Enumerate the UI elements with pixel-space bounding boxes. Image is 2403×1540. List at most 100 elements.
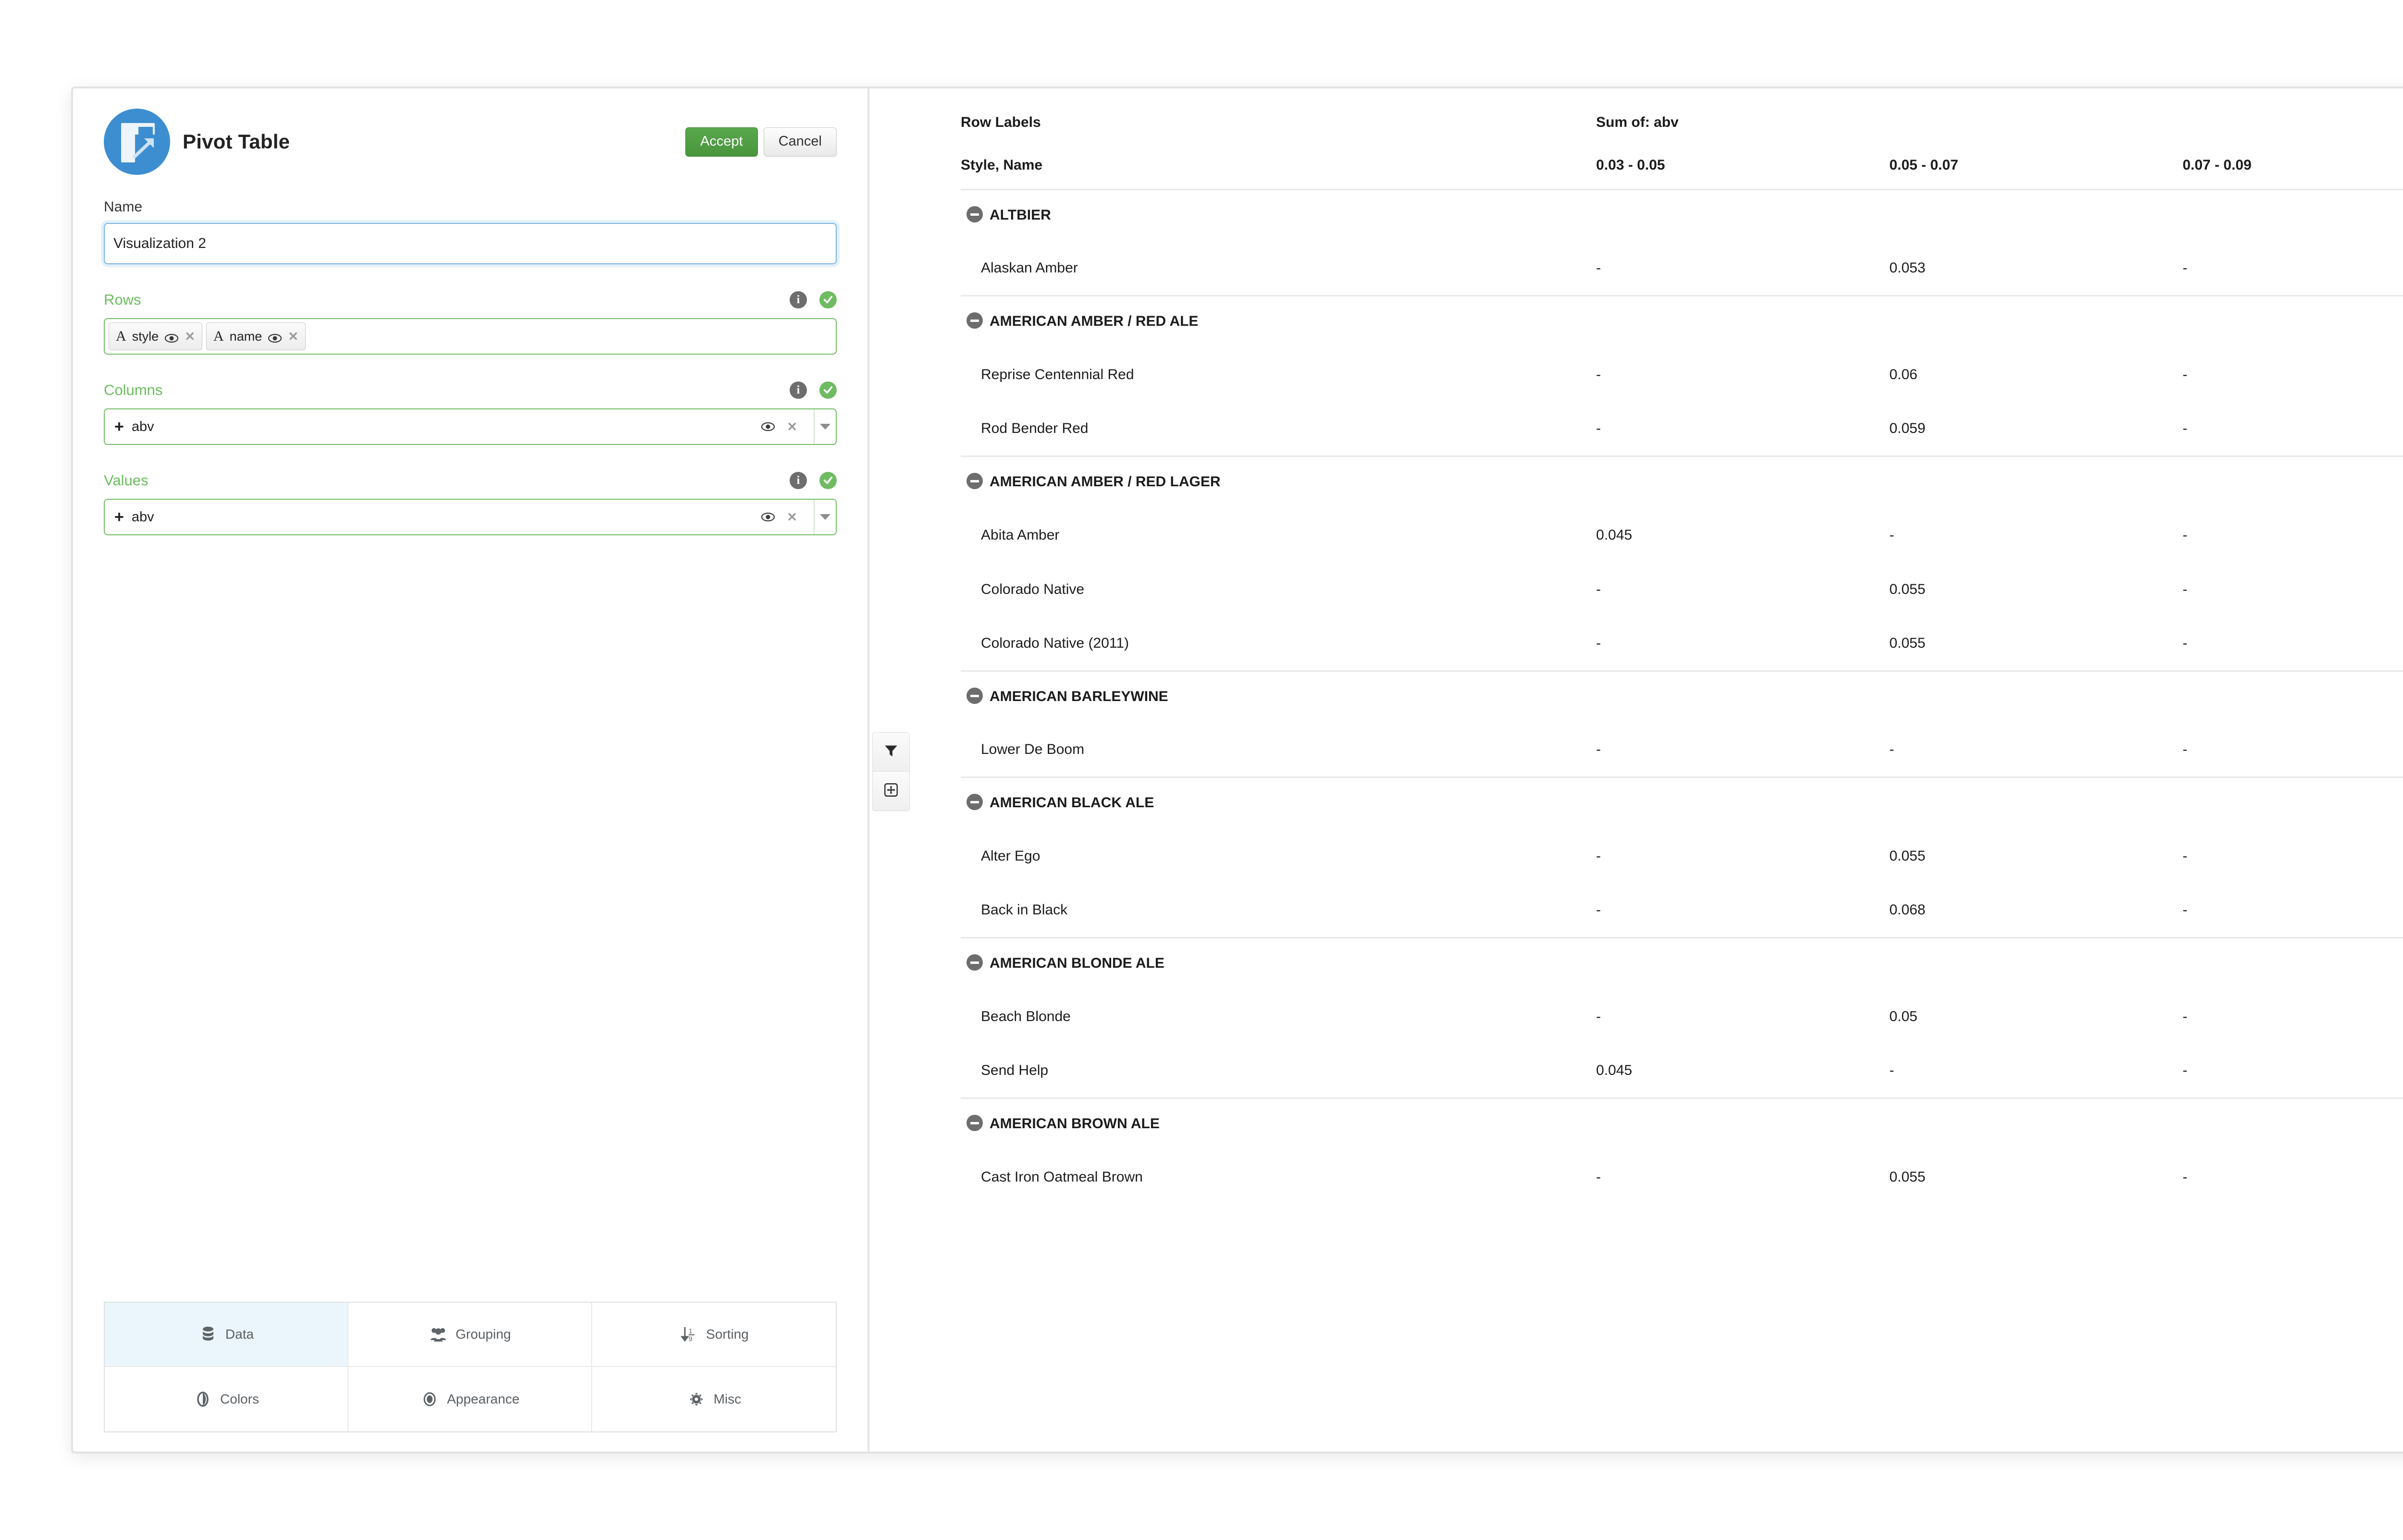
data-cell: - bbox=[2182, 741, 2188, 757]
table-row-group[interactable]: AMERICAN BLACK ALE0.123 bbox=[961, 776, 2403, 829]
collapse-icon[interactable] bbox=[966, 1115, 983, 1132]
table-body: ALTBIER0.053Alaskan Amber-0.053---0.053A… bbox=[961, 188, 2403, 1204]
table-row-group[interactable]: AMERICAN AMBER / RED LAGER0.155 bbox=[961, 455, 2403, 508]
columns-dropdown-toggle[interactable] bbox=[814, 409, 836, 444]
rows-dropzone[interactable]: A style ✕ A name ✕ bbox=[104, 318, 837, 355]
group-cell bbox=[1596, 936, 1890, 989]
rows-chip-name[interactable]: A name ✕ bbox=[206, 322, 306, 350]
eye-icon[interactable] bbox=[761, 512, 775, 522]
tab-colors[interactable]: Colors bbox=[105, 1367, 348, 1431]
table-row[interactable]: Reprise Centennial Red-0.06---0.06 bbox=[961, 347, 2403, 402]
accept-button[interactable]: Accept bbox=[685, 127, 758, 157]
collapse-icon[interactable] bbox=[966, 794, 983, 811]
table-row[interactable]: Beach Blonde-0.05---0.05 bbox=[961, 989, 2403, 1044]
pivot-table-logo-icon bbox=[104, 109, 170, 175]
data-cell: 0.059 bbox=[1889, 420, 1926, 436]
group-cell bbox=[1889, 295, 2183, 347]
data-cell: - bbox=[1889, 527, 1895, 543]
tab-misc[interactable]: Misc bbox=[592, 1367, 836, 1431]
columns-field-row[interactable]: + abv ✕ bbox=[104, 408, 837, 445]
page-title: Pivot Table bbox=[183, 130, 290, 153]
collapse-icon[interactable] bbox=[966, 312, 983, 329]
info-icon[interactable]: i bbox=[790, 472, 807, 489]
data-cell: 0.055 bbox=[1889, 635, 1926, 651]
group-cell bbox=[1889, 1097, 2183, 1150]
group-label[interactable]: ALTBIER bbox=[961, 188, 1597, 241]
table-head: Row Labels Sum of: abv Grand Total Style… bbox=[961, 88, 2403, 189]
move-tool[interactable] bbox=[872, 772, 910, 811]
collapse-icon[interactable] bbox=[966, 688, 983, 704]
tab-label: Grouping bbox=[455, 1327, 511, 1342]
group-cell bbox=[2182, 455, 2403, 508]
group-name: AMERICAN BLACK ALE bbox=[990, 795, 1154, 811]
settings-panel: Pivot Table Accept Cancel Name Rows i bbox=[73, 88, 869, 1452]
table-row-group[interactable]: AMERICAN BLONDE ALE0.095 bbox=[961, 936, 2403, 989]
eye-icon[interactable] bbox=[164, 332, 179, 343]
pivot-table-region: Row Labels Sum of: abv Grand Total Style… bbox=[869, 88, 2403, 1452]
tab-data[interactable]: Data bbox=[105, 1303, 348, 1367]
info-icon[interactable]: i bbox=[790, 382, 807, 399]
table-row-group[interactable]: AMERICAN BROWN ALE0.105 bbox=[961, 1097, 2403, 1150]
close-icon[interactable]: ✕ bbox=[787, 509, 797, 524]
group-label[interactable]: AMERICAN AMBER / RED LAGER bbox=[961, 455, 1597, 508]
close-icon[interactable]: ✕ bbox=[787, 419, 797, 434]
tab-grouping[interactable]: Grouping bbox=[348, 1303, 592, 1367]
data-cell: 0.045 bbox=[1596, 527, 1633, 543]
chevron-down-icon bbox=[820, 514, 830, 520]
table-row[interactable]: Alaskan Amber-0.053---0.053 bbox=[961, 241, 2403, 296]
table-row-group[interactable]: AMERICAN BARLEYWINE0.099 bbox=[961, 670, 2403, 723]
data-cell: - bbox=[2182, 259, 2188, 276]
table-row-group[interactable]: ALTBIER0.053 bbox=[961, 188, 2403, 241]
group-cell bbox=[1596, 188, 1890, 241]
table-row[interactable]: Colorado Native-0.055---0.055 bbox=[961, 562, 2403, 616]
rows-chip-style[interactable]: A style ✕ bbox=[109, 322, 202, 350]
table-row[interactable]: Back in Black-0.068---0.068 bbox=[961, 883, 2403, 937]
group-label[interactable]: AMERICAN BROWN ALE bbox=[961, 1097, 1597, 1150]
eye-icon[interactable] bbox=[268, 332, 282, 343]
table-row[interactable]: Cast Iron Oatmeal Brown-0.055---0.055 bbox=[961, 1150, 2403, 1204]
columns-section-title: Columns bbox=[104, 382, 163, 398]
eye-icon[interactable] bbox=[761, 422, 775, 431]
table-row[interactable]: Lower De Boom---0.099-0.099 bbox=[961, 723, 2403, 777]
info-icon[interactable]: i bbox=[790, 291, 807, 308]
collapse-icon[interactable] bbox=[966, 473, 983, 490]
group-cell bbox=[1596, 295, 1890, 347]
table-row[interactable]: Alter Ego-0.055---0.055 bbox=[961, 829, 2403, 883]
group-name: AMERICAN AMBER / RED ALE bbox=[990, 313, 1199, 330]
group-label[interactable]: AMERICAN BLONDE ALE bbox=[961, 936, 1597, 989]
data-cell: - bbox=[2182, 581, 2188, 597]
collapse-icon[interactable] bbox=[966, 954, 983, 971]
plus-icon[interactable]: + bbox=[114, 418, 124, 436]
data-cell: 0.055 bbox=[1889, 581, 1926, 597]
row-labels-header: Row Labels bbox=[961, 114, 1041, 130]
tab-label: Appearance bbox=[446, 1392, 520, 1406]
tab-appearance[interactable]: Appearance bbox=[348, 1367, 592, 1431]
row-label: Rod Bender Red bbox=[981, 420, 1089, 436]
name-input[interactable] bbox=[104, 223, 837, 264]
group-label[interactable]: AMERICAN BARLEYWINE bbox=[961, 670, 1597, 723]
table-row[interactable]: Colorado Native (2011)-0.055---0.055 bbox=[961, 616, 2403, 671]
data-cell: - bbox=[2182, 420, 2188, 436]
plus-icon[interactable]: + bbox=[114, 508, 124, 526]
data-cell: - bbox=[1596, 741, 1601, 757]
cancel-button[interactable]: Cancel bbox=[763, 127, 837, 157]
group-name: AMERICAN BARLEYWINE bbox=[990, 689, 1168, 705]
data-cell: 0.05 bbox=[1889, 1008, 1918, 1024]
close-icon[interactable]: ✕ bbox=[185, 329, 195, 344]
close-icon[interactable]: ✕ bbox=[288, 329, 299, 344]
table-row-group[interactable]: AMERICAN AMBER / RED ALE0.119 bbox=[961, 295, 2403, 347]
row-label: Alaskan Amber bbox=[981, 259, 1078, 276]
group-label[interactable]: AMERICAN AMBER / RED ALE bbox=[961, 295, 1597, 347]
table-row[interactable]: Rod Bender Red-0.059---0.059 bbox=[961, 402, 2403, 456]
values-dropdown-toggle[interactable] bbox=[814, 500, 836, 534]
values-field-row[interactable]: + abv ✕ bbox=[104, 499, 837, 535]
group-name: AMERICAN BROWN ALE bbox=[990, 1116, 1160, 1132]
group-label[interactable]: AMERICAN BLACK ALE bbox=[961, 776, 1597, 829]
collapse-icon[interactable] bbox=[966, 206, 983, 223]
filter-tool[interactable] bbox=[872, 732, 910, 772]
